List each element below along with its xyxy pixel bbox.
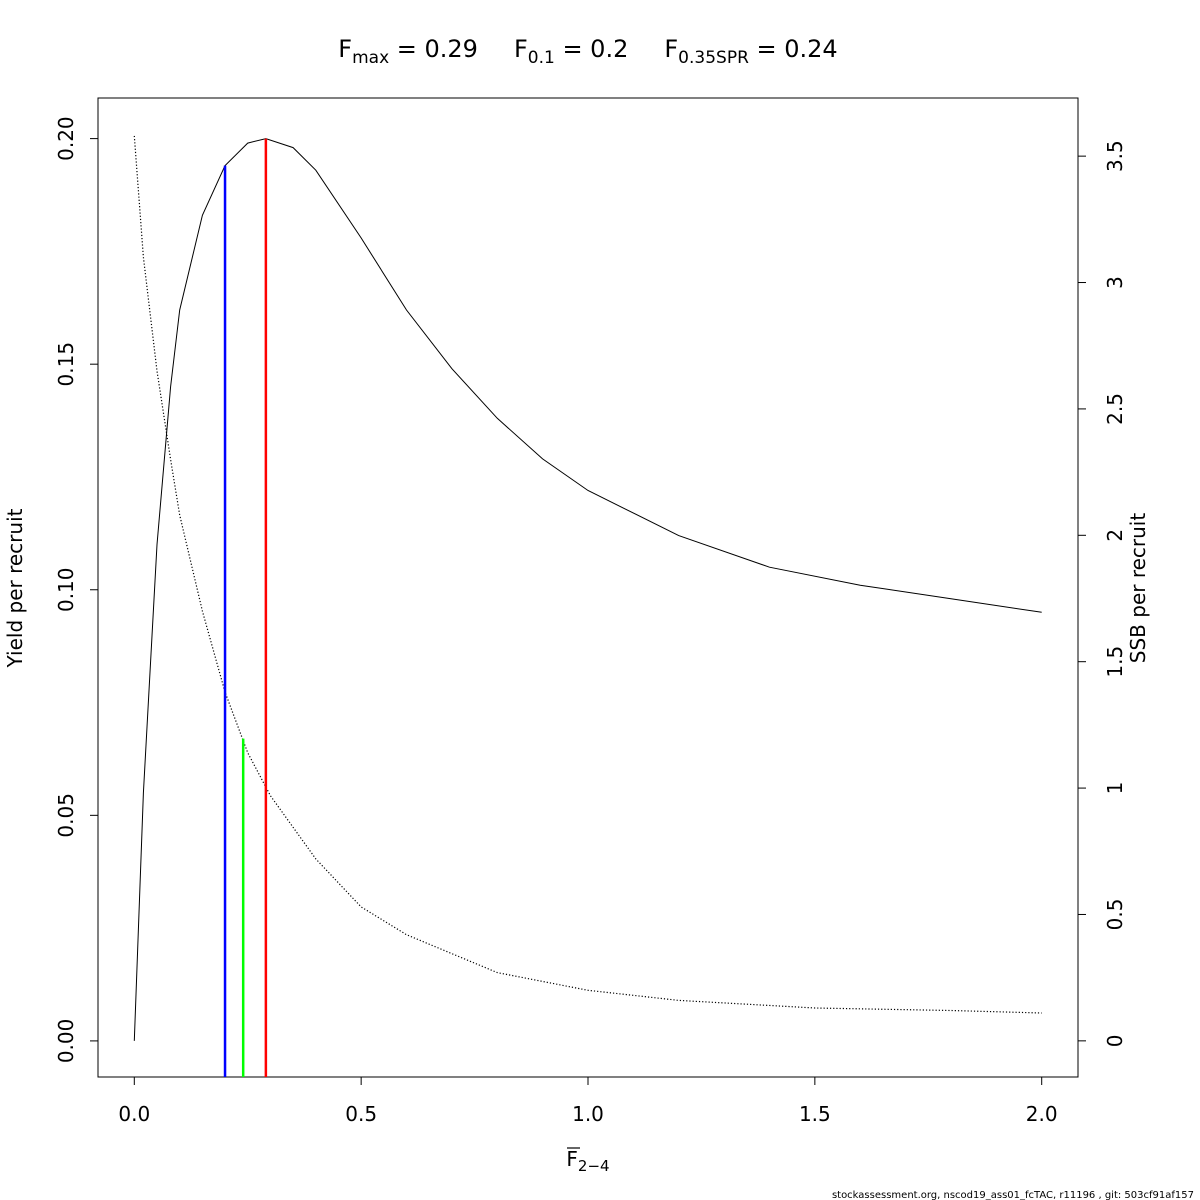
y-axis-title: Yield per recruit	[3, 508, 27, 668]
y-axis-right: 0 0.5 1 1.5 2 2.5 3 3.5	[1078, 140, 1127, 1047]
title-value: = 0.29	[389, 35, 478, 63]
title-text: Fmax = 0.29 F0.1 = 0.2 F0.35SPR = 0.24	[338, 35, 837, 68]
title-symbol: F	[628, 35, 678, 63]
title-value: = 0.2	[555, 35, 629, 63]
y2-tick-label: 2	[1103, 529, 1127, 542]
chart-title: Fmax = 0.29 F0.1 = 0.2 F0.35SPR = 0.24	[338, 35, 837, 68]
reference-lines	[223, 138, 268, 1077]
series-group	[133, 135, 1042, 1041]
y2-tick-label: 2.5	[1103, 393, 1127, 425]
title-subscript: 0.35SPR	[678, 48, 749, 68]
y2-tick-label: 0.5	[1103, 899, 1127, 931]
x-tick-label: 2.0	[1026, 1102, 1058, 1126]
x-tick-label: 0.0	[118, 1102, 150, 1126]
y2-tick-label: 1.5	[1103, 646, 1127, 678]
x-tick-label: 0.5	[345, 1102, 377, 1126]
title-value: = 0.24	[749, 35, 838, 63]
x-axis-title: F2−4	[566, 1147, 609, 1175]
title-subscript: max	[352, 48, 389, 68]
footer-note: stockassessment.org, nscod19_ass01_fcTAC…	[832, 1190, 1194, 1200]
plot-frame	[97, 97, 1079, 1078]
y-tick-label: 0.05	[54, 793, 78, 838]
y-tick-label: 0.10	[54, 567, 78, 612]
x-tick-label: 1.5	[799, 1102, 831, 1126]
y-axis-left: 0.00 0.05 0.10 0.15 0.20	[54, 116, 98, 1063]
title-symbol: F	[478, 35, 528, 63]
x-axis-title-text: F2−4	[566, 1147, 609, 1175]
title-subscript: 0.1	[528, 48, 555, 68]
y2-tick-label: 0	[1103, 1034, 1127, 1047]
y-tick-label: 0.15	[54, 342, 78, 387]
y2-tick-label: 1	[1103, 782, 1127, 795]
y-tick-label: 0.00	[54, 1019, 78, 1064]
y2-tick-label: 3	[1103, 276, 1127, 289]
title-symbol: F	[338, 35, 352, 63]
x-axis-title-symbol: F	[566, 1147, 578, 1171]
y-tick-label: 0.20	[54, 116, 78, 161]
y2-tick-label: 3.5	[1103, 140, 1127, 172]
x-axis-title-subscript: 2−4	[578, 1157, 610, 1175]
x-axis: 0.0 0.5 1.0 1.5 2.0	[118, 1077, 1058, 1126]
series-line-2	[133, 135, 1042, 1014]
series-line-1	[133, 138, 1042, 1041]
y2-axis-title: SSB per recruit	[1126, 513, 1150, 664]
x-tick-label: 1.0	[572, 1102, 604, 1126]
